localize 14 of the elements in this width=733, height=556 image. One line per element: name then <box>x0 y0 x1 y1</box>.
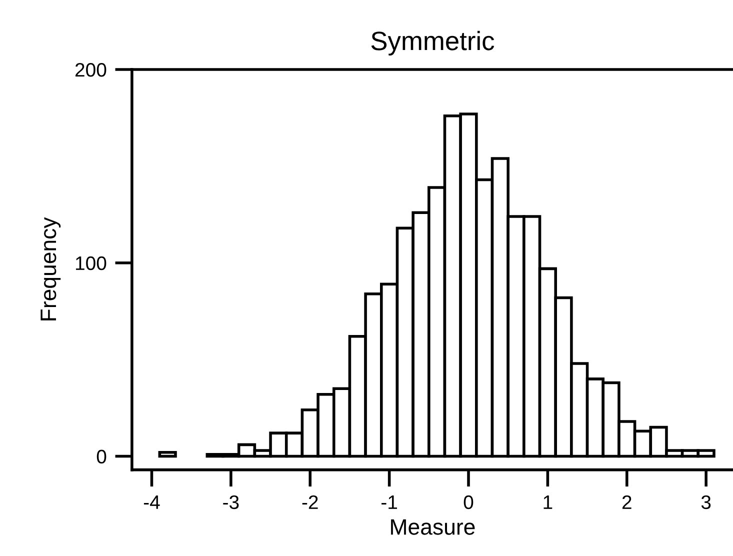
x-tick-label: 0 <box>464 495 474 510</box>
y-tick-label: 0 <box>96 450 106 464</box>
chart-title: Symmetric <box>371 30 494 56</box>
x-tick-label: -2 <box>302 495 318 509</box>
x-tick-label: -1 <box>382 496 398 509</box>
x-tick-label: -3 <box>223 495 239 510</box>
x-tick-label: 3 <box>701 495 711 510</box>
y-tick-label: 100 <box>76 256 106 270</box>
x-axis-title: Measure <box>391 519 475 535</box>
x-tick-label: 1 <box>544 496 552 509</box>
y-axis-title: Frequency <box>40 217 61 320</box>
y-tick-label: 200 <box>75 62 106 77</box>
x-tick-label: 2 <box>622 495 632 509</box>
x-tick-label: -4 <box>144 496 160 509</box>
